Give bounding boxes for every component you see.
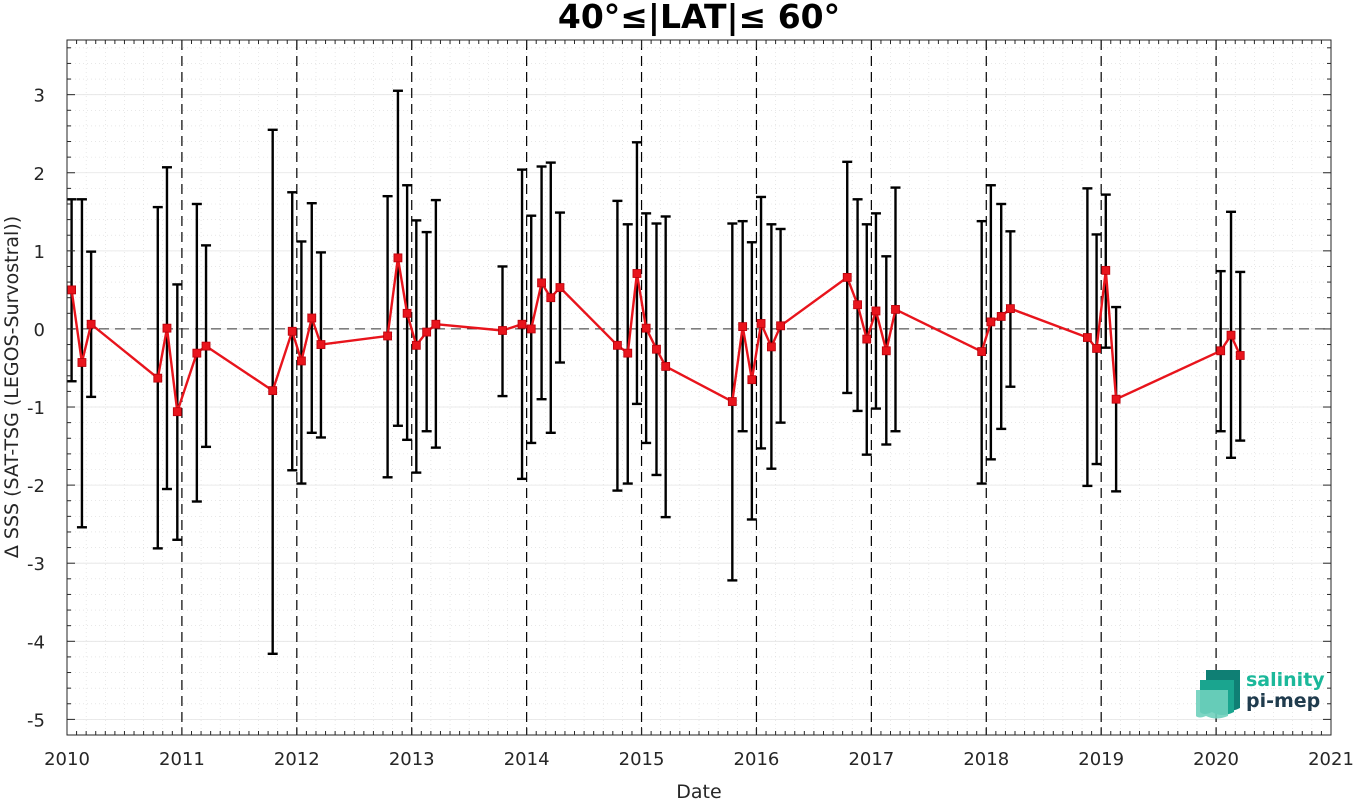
data-point bbox=[77, 358, 87, 367]
data-point bbox=[498, 326, 507, 335]
data-point bbox=[1111, 394, 1121, 404]
y-tick-label: 0 bbox=[34, 320, 45, 341]
data-point bbox=[996, 312, 1006, 321]
data-point bbox=[1101, 265, 1111, 275]
data-point bbox=[881, 346, 891, 356]
x-tick-label: 2017 bbox=[848, 749, 894, 770]
data-point bbox=[517, 319, 527, 329]
data-point bbox=[287, 326, 297, 336]
data-point bbox=[268, 386, 278, 396]
data-point bbox=[1235, 351, 1245, 360]
data-point bbox=[1226, 330, 1236, 340]
y-tick-label: -5 bbox=[27, 710, 45, 731]
data-point bbox=[853, 300, 862, 310]
data-point bbox=[776, 321, 785, 331]
data-point bbox=[891, 305, 900, 314]
data-point bbox=[201, 341, 211, 351]
data-point bbox=[623, 348, 633, 358]
logo-text-pi-mep: pi-mep bbox=[1246, 690, 1320, 712]
data-point bbox=[632, 269, 642, 278]
y-tick-label: 1 bbox=[34, 242, 45, 263]
axis-ticks bbox=[66, 40, 1332, 736]
chart-title: 40°≤|LAT|≤ 60° bbox=[558, 0, 840, 36]
data-point bbox=[153, 373, 163, 383]
y-tick-label: -1 bbox=[27, 398, 45, 419]
y-tick-label: -2 bbox=[27, 476, 45, 497]
x-tick-labels: 2010 2011 2012 2013 2014 2015 2016 2017 2018 2019… bbox=[44, 749, 1354, 770]
data-point bbox=[555, 283, 565, 292]
data-point bbox=[192, 348, 202, 358]
data-point bbox=[977, 347, 987, 356]
data-point bbox=[986, 317, 996, 327]
y-tick-label: -4 bbox=[27, 632, 45, 653]
series-markers bbox=[67, 253, 1245, 417]
data-point bbox=[316, 340, 326, 349]
y-tick-label: 2 bbox=[34, 164, 45, 185]
data-point bbox=[1092, 344, 1101, 353]
logo-text-salinity: salinity bbox=[1246, 669, 1325, 691]
data-point bbox=[747, 375, 757, 385]
x-tick-label: 2013 bbox=[389, 749, 435, 770]
data-point bbox=[422, 327, 432, 337]
x-tick-label: 2015 bbox=[619, 749, 665, 770]
data-point bbox=[842, 272, 852, 282]
data-point bbox=[871, 306, 881, 316]
y-tick-label: -3 bbox=[27, 554, 45, 575]
data-point bbox=[402, 308, 412, 318]
salinity-pi-mep-logo: salinity pi-mep bbox=[1196, 669, 1325, 719]
data-point bbox=[613, 340, 622, 350]
x-tick-label: 2021 bbox=[1308, 749, 1354, 770]
year-boundary-lines bbox=[181, 40, 1217, 735]
data-point bbox=[383, 331, 392, 341]
data-point bbox=[526, 324, 536, 334]
wave-stack-icon bbox=[1196, 670, 1240, 719]
data-point bbox=[641, 323, 651, 333]
x-tick-label: 2010 bbox=[44, 749, 90, 770]
data-point bbox=[67, 285, 76, 295]
data-point bbox=[738, 322, 748, 331]
data-point bbox=[546, 293, 556, 303]
y-tick-label: 3 bbox=[34, 86, 45, 107]
x-tick-label: 2012 bbox=[274, 749, 320, 770]
x-tick-label: 2014 bbox=[504, 749, 550, 770]
data-point bbox=[1082, 333, 1092, 342]
data-point bbox=[393, 253, 403, 263]
x-tick-label: 2018 bbox=[963, 749, 1009, 770]
data-point bbox=[172, 407, 182, 417]
data-point bbox=[661, 362, 671, 371]
data-point bbox=[652, 344, 661, 354]
x-tick-label: 2016 bbox=[734, 749, 780, 770]
data-point bbox=[1216, 346, 1226, 356]
data-point bbox=[86, 319, 96, 329]
x-axis-label: Date bbox=[676, 781, 721, 801]
data-point bbox=[766, 342, 776, 352]
data-point bbox=[862, 334, 872, 344]
x-tick-label: 2020 bbox=[1193, 749, 1239, 770]
data-point bbox=[1006, 304, 1015, 314]
y-tick-labels: -5 -4 -3 -2 -1 0 1 2 3 bbox=[27, 86, 45, 732]
y-axis-label: Δ SSS (SAT-TSG (LEGOS-Survostral)) bbox=[1, 216, 23, 558]
data-point bbox=[431, 319, 441, 329]
data-point bbox=[162, 323, 172, 333]
data-point bbox=[756, 319, 766, 328]
data-point bbox=[307, 313, 317, 323]
data-point bbox=[537, 278, 546, 288]
data-point bbox=[297, 356, 306, 366]
x-tick-label: 2019 bbox=[1078, 749, 1124, 770]
x-tick-label: 2011 bbox=[159, 749, 205, 770]
data-point bbox=[411, 340, 421, 350]
data-point bbox=[727, 397, 737, 406]
